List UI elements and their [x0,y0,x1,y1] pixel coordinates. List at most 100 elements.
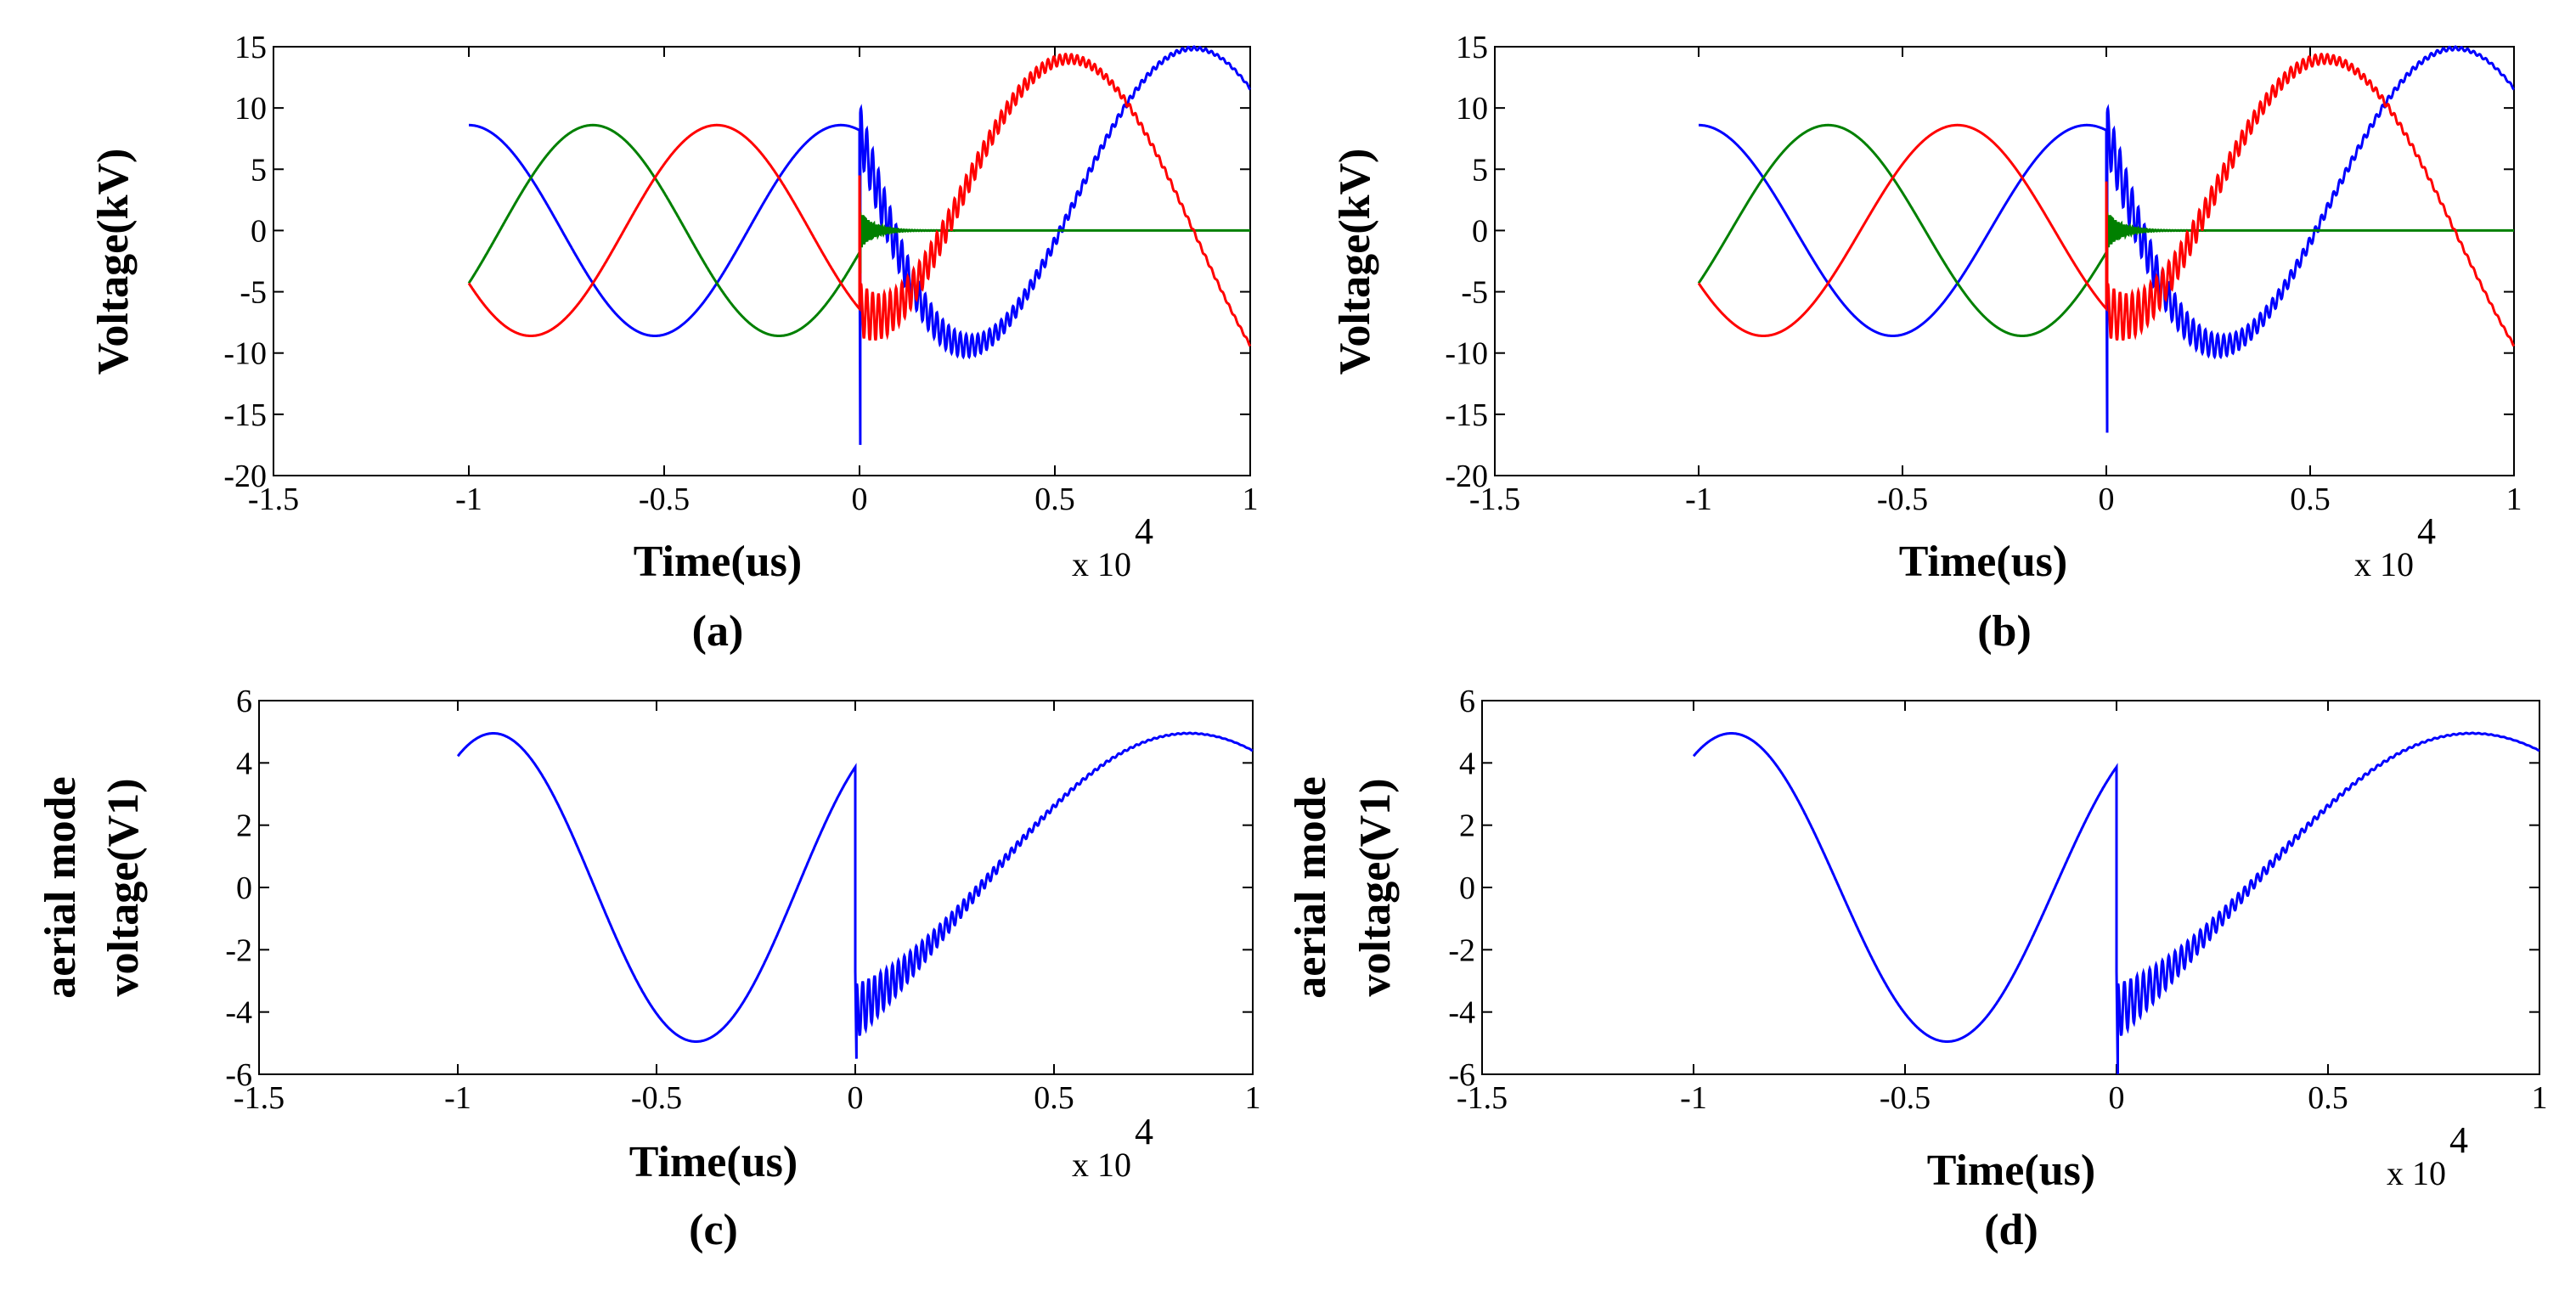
x-tick-label: -0.5 [639,482,690,517]
y-tick-label: 0 [1472,213,1488,249]
y-tick-label: -15 [1445,397,1488,433]
series-line-phase-blue [469,45,1251,445]
y-tick-label: -15 [223,397,267,433]
y-tick-label: 6 [236,684,252,719]
x-axis-label: Time(us) [634,538,802,586]
y-ticks: 6 4 2 0 -2 -4 -6 [1448,684,2539,1093]
panel-a: 15 10 5 0 -5 -10 -15 -20 -1.5 -1 -0.5 0 0.5 1 Voltag… [89,30,1259,656]
panel-b: 15 10 5 0 -5 -10 -15 -20 -1.5 -1 -0.5 0 0.5 1 Voltag… [1331,30,2522,656]
x-multiplier: x 10 [2387,1154,2446,1192]
series-group [467,45,1252,445]
x-tick-label: 1 [2506,482,2522,517]
y-tick-label: -5 [240,275,267,311]
plot-frame [1481,700,2540,1075]
y-axis-label: Voltage(kV) [1331,149,1379,375]
series-group [1697,45,2516,433]
y-tick-label: 5 [1472,152,1488,188]
x-multiplier-exponent: 4 [1135,510,1153,552]
y-tick-label: -2 [1448,932,1475,968]
y-tick-label: 0 [1459,870,1475,906]
x-multiplier: x 10 [1072,545,1131,583]
y-axis-label-line2: voltage(V1) [1351,778,1400,996]
y-tick-label: 0 [251,213,267,249]
x-ticks: -1.5 -1 -0.5 0 0.5 1 [1469,47,2522,517]
y-axis-label: Voltage(kV) [89,149,138,375]
x-tick-label: 1 [1245,1080,1261,1116]
x-axis-label: Time(us) [1899,538,2067,586]
x-axis-label: Time(us) [1927,1146,2095,1195]
x-multiplier-exponent: 4 [2417,510,2436,552]
series-line-phase-red [467,52,1252,347]
x-multiplier-exponent: 4 [1135,1111,1153,1152]
y-tick-label: 2 [236,808,252,844]
y-tick-label: 6 [1459,684,1475,719]
y-tick-label: 15 [1456,30,1488,65]
plot-frame [258,700,1254,1075]
x-axis-label: Time(us) [629,1138,798,1186]
y-tick-label: 4 [236,746,252,781]
series-line-aerial-mode [456,731,1254,1059]
x-ticks: -1.5 -1 -0.5 0 0.5 1 [248,47,1259,517]
x-multiplier: x 10 [1072,1146,1131,1184]
x-tick-label: -0.5 [1877,482,1928,517]
y-tick-label: 5 [251,152,267,188]
x-tick-label: 0.5 [1034,482,1075,517]
x-tick-label: -0.5 [1880,1080,1931,1116]
y-tick-label: -5 [1461,275,1488,311]
panel-caption: (a) [692,607,744,656]
y-tick-label: -6 [1448,1057,1475,1093]
y-tick-label: -20 [223,459,267,494]
panel-d: 6 4 2 0 -2 -4 -6 -1.5 -1 -0.5 0 0.5 1 aerial mode v… [1287,684,2548,1254]
plot-frame [1494,46,2515,476]
y-tick-label: 4 [1459,746,1475,781]
x-ticks: -1.5 -1 -0.5 0 0.5 1 [234,701,1261,1116]
x-multiplier: x 10 [2354,545,2414,583]
x-tick-label: -1.5 [248,482,299,517]
y-ticks: 15 10 5 0 -5 -10 -15 -20 [1445,30,2514,494]
series-line-phase-blue [1699,45,2515,433]
x-tick-label: -1 [1680,1080,1707,1116]
x-tick-label: 0 [2109,1080,2125,1116]
panel-c: 6 4 2 0 -2 -4 -6 -1.5 -1 -0.5 0 0.5 1 aerial mode v… [37,684,1261,1254]
x-tick-label: 0.5 [1034,1080,1074,1116]
x-ticks: -1.5 -1 -0.5 0 0.5 1 [1457,701,2548,1116]
y-tick-label: -2 [225,932,252,968]
y-tick-label: -20 [1445,459,1488,494]
y-axis-label-line1: aerial mode [37,776,85,998]
y-axis-label-line2: voltage(V1) [99,778,148,996]
y-tick-label: -4 [1448,995,1475,1031]
series-group [456,731,1254,1059]
panel-caption: (d) [1984,1206,2038,1254]
x-tick-label: 1 [1243,482,1259,517]
x-tick-label: -0.5 [631,1080,682,1116]
x-tick-label: 0 [852,482,868,517]
x-tick-label: -1.5 [234,1080,285,1116]
x-tick-label: -1 [1685,482,1712,517]
y-axis-label-line1: aerial mode [1287,776,1335,998]
x-tick-label: 0.5 [2308,1080,2348,1116]
panel-caption: (c) [689,1206,738,1254]
series-group [1692,731,2540,1075]
x-tick-label: 0 [2099,482,2115,517]
panel-caption: (b) [1977,607,2032,656]
y-tick-label: -4 [225,995,252,1031]
y-tick-label: -10 [223,336,267,372]
y-tick-label: 2 [1459,808,1475,844]
y-tick-label: -10 [1445,336,1488,372]
x-tick-label: 1 [2532,1080,2548,1116]
series-line-phase-red [1697,52,2516,347]
y-tick-label: 10 [1456,91,1488,127]
plot-frame [273,46,1251,476]
x-multiplier-exponent: 4 [2449,1119,2468,1161]
y-tick-label: 10 [234,91,267,127]
x-tick-label: 0 [848,1080,864,1116]
x-tick-label: -1 [444,1080,471,1116]
y-ticks: 6 4 2 0 -2 -4 -6 [225,684,1253,1093]
x-tick-label: -1.5 [1457,1080,1508,1116]
y-tick-label: 0 [236,870,252,906]
y-tick-label: 15 [234,30,267,65]
x-tick-label: 0.5 [2290,482,2331,517]
y-tick-label: -6 [225,1057,252,1093]
x-tick-label: -1.5 [1469,482,1520,517]
